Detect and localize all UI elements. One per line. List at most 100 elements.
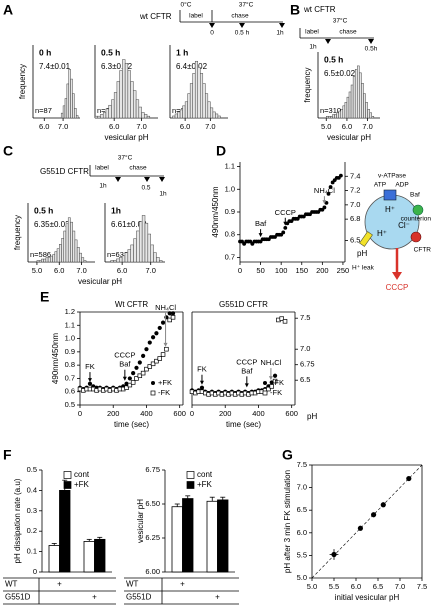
schematic-time: 1h xyxy=(99,183,107,190)
mean-label: 6.4±0.02 xyxy=(176,62,208,71)
legend-label: cont xyxy=(197,470,213,479)
y2-tick-label: 6.8 xyxy=(350,214,360,223)
histogram-bar xyxy=(340,109,344,119)
x-tick-label: 100 xyxy=(275,266,288,275)
chart-title: 1h xyxy=(111,205,121,215)
schematic-phase: label xyxy=(305,29,319,36)
x-axis-label: time (sec) xyxy=(114,420,149,429)
marker xyxy=(150,361,156,367)
bar xyxy=(171,506,183,573)
x-tick-label: 200 xyxy=(316,266,329,275)
marker xyxy=(134,365,139,370)
histogram-bar xyxy=(52,254,56,263)
legend-label: +FK xyxy=(197,480,213,489)
bar xyxy=(182,498,194,573)
y-tick-label: 0.5 xyxy=(27,465,37,474)
histogram-bar xyxy=(36,260,40,263)
schematic-title: wt CFTR xyxy=(139,12,172,21)
histogram-bar xyxy=(217,115,221,119)
time-marker xyxy=(159,177,165,182)
y-tick-label: 6.5 xyxy=(297,505,307,514)
time-marker xyxy=(325,39,331,44)
y2-tick-label: 6.75 xyxy=(300,360,315,369)
y-tick-label: 6.50 xyxy=(145,499,160,508)
y-tick-label: 1.2 xyxy=(65,307,75,316)
histogram-bar xyxy=(150,244,154,263)
annotation-arrow xyxy=(268,376,273,381)
time-marker xyxy=(144,177,150,182)
x-tick-label: 5.0 xyxy=(321,122,331,131)
annotation-arrow xyxy=(163,342,168,347)
time-marker xyxy=(115,177,121,182)
arrow xyxy=(392,272,402,280)
histogram-bar xyxy=(342,105,346,119)
legend-swatch xyxy=(186,481,195,489)
histogram-bar xyxy=(127,70,131,119)
histogram-bar xyxy=(79,252,82,263)
annotation-arrow xyxy=(244,383,249,388)
histogram-bar xyxy=(74,239,78,263)
histogram-bar xyxy=(116,81,120,119)
annotation: FK xyxy=(85,362,95,371)
histogram-bar xyxy=(182,105,186,119)
histogram-bar xyxy=(147,233,151,263)
histogram-bar xyxy=(63,230,67,263)
x-tick-label: 200 xyxy=(219,409,232,418)
marker xyxy=(326,191,331,196)
mean-label: 6.5±0.02 xyxy=(324,69,356,78)
schematic-temp: 37°C xyxy=(118,154,133,162)
marker xyxy=(127,376,132,381)
y2-tick-label: 7.0 xyxy=(350,200,360,209)
annotation: NH₄Cl xyxy=(155,303,176,312)
x-tick-label: 6.5 xyxy=(373,582,383,591)
marker xyxy=(154,331,159,336)
x-tick-label: 0 xyxy=(190,409,194,418)
y-tick-label: 6.25 xyxy=(145,533,160,542)
schematic-c: G551D CFTR 37°C label chase 1h 0.5 1h xyxy=(40,154,167,198)
y-tick-label: 0.4 xyxy=(27,485,37,494)
histogram-bar xyxy=(172,115,176,119)
annotation: Baf xyxy=(241,366,253,375)
marker xyxy=(170,315,176,320)
marker xyxy=(154,358,159,364)
y-tick-label: 1.0 xyxy=(65,334,75,343)
y-tick-label: 0 xyxy=(33,567,37,576)
y2-tick-label: 6.5 xyxy=(350,236,360,245)
bar xyxy=(206,500,218,573)
histogram-bar xyxy=(179,109,183,119)
histogram-bar xyxy=(100,114,104,119)
histogram-bar xyxy=(50,255,53,263)
cftr-icon xyxy=(410,231,422,243)
schematic-title: G551D CFTR xyxy=(40,167,89,176)
histogram-bar xyxy=(64,98,68,119)
panel-label: B xyxy=(290,2,300,18)
marker xyxy=(269,380,274,385)
y-tick-label: 0.8 xyxy=(225,230,235,239)
schematic-time: 0 xyxy=(210,30,214,37)
histogram-bar xyxy=(189,83,193,119)
annotation: CCCP xyxy=(275,208,296,217)
histogram-bar xyxy=(108,104,112,119)
y-tick-label: 1.1 xyxy=(65,320,75,329)
schematic-time: 0.5 h xyxy=(235,30,250,37)
legend-label: +FK xyxy=(270,378,284,387)
annotation-arrow xyxy=(199,380,204,385)
schematic-phase: label xyxy=(189,13,203,20)
histogram-bar xyxy=(60,112,64,119)
annotation: CCCP xyxy=(236,357,257,366)
annotation: FK xyxy=(197,365,207,374)
n-label: n=310 xyxy=(320,106,341,115)
y2-tick-label: 6.5 xyxy=(300,375,310,384)
x-tick-label: 6.0 xyxy=(342,122,352,131)
histogram-bar xyxy=(74,108,77,119)
histogram-bar xyxy=(357,65,360,119)
table-row-label: G551D xyxy=(5,593,31,602)
histogram-bar xyxy=(111,99,115,119)
histogram-bar xyxy=(45,257,49,263)
schematic-title: wt CFTR xyxy=(303,5,336,14)
reference-line xyxy=(311,464,423,579)
marker xyxy=(127,382,133,388)
histogram-bar xyxy=(122,59,126,119)
histogram-bar xyxy=(197,67,201,119)
